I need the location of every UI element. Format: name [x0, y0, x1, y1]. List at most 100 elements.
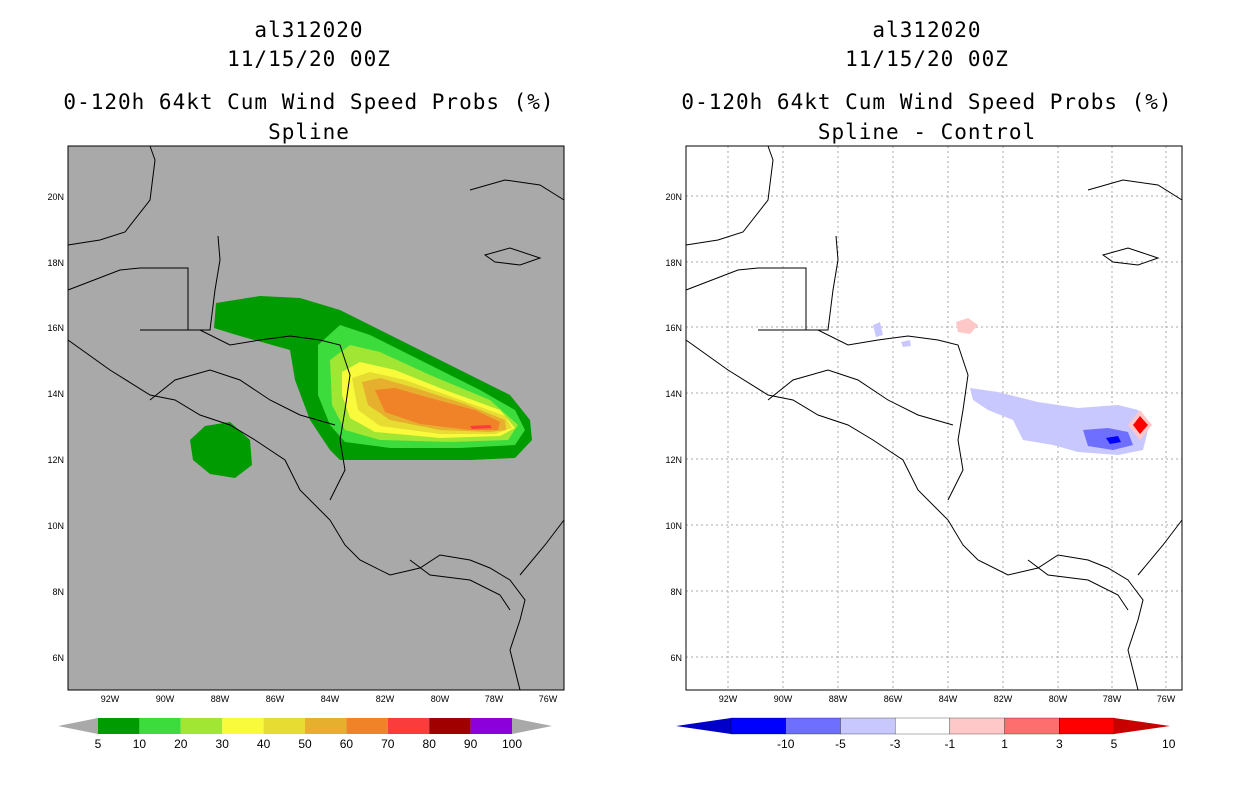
- storm-id: al312020: [254, 18, 364, 42]
- colorbar-segment: [180, 718, 223, 734]
- colorbar-over-arrow: [512, 718, 552, 734]
- lat-label: 8N: [670, 587, 682, 597]
- colorbar-label: 70: [381, 737, 395, 751]
- colorbar-under-arrow: [676, 718, 731, 734]
- right-panel: al312020 11/15/20 00Z 0-120h 64kt Cum Wi…: [618, 0, 1236, 800]
- lon-label: 82W: [994, 694, 1013, 704]
- colorbar-segment: [840, 717, 896, 735]
- diff-pos-1: [956, 318, 978, 334]
- colorbar: [58, 718, 552, 734]
- colorbar-label: 30: [216, 737, 230, 751]
- left-panel: al312020 11/15/20 00Z 0-120h 64kt Cum Wi…: [47, 18, 565, 751]
- method-label: Spline - Control: [817, 120, 1037, 144]
- colorbar-label: -3: [890, 737, 901, 751]
- lat-label: 6N: [52, 653, 64, 663]
- lon-label: 76W: [1157, 694, 1176, 704]
- product-title: 0-120h 64kt Cum Wind Speed Probs (%): [681, 90, 1173, 114]
- colorbar-label: 60: [340, 737, 354, 751]
- lon-label: 78W: [485, 694, 504, 704]
- prob-60: [375, 388, 500, 430]
- colorbar-segment: [470, 718, 512, 734]
- diff-neg-5: [1106, 436, 1121, 444]
- lon-label: 80W: [431, 694, 450, 704]
- colorbar-label: 50: [298, 737, 312, 751]
- lat-label: 12N: [665, 455, 682, 465]
- colorbar-segment: [98, 718, 140, 734]
- colorbar-segment: [429, 718, 471, 734]
- lat-label: 16N: [47, 323, 64, 333]
- colorbar-under-arrow: [58, 718, 98, 734]
- colorbar-labels: 5 10 20 30 40 50 60 70 80 90 100: [95, 737, 523, 751]
- lon-label: 88W: [211, 694, 230, 704]
- colorbar: [676, 717, 1170, 735]
- lat-label: 18N: [47, 258, 64, 268]
- lon-label: 86W: [884, 694, 903, 704]
- colorbar-label: 5: [1111, 737, 1118, 751]
- colorbar-label: -5: [835, 737, 846, 751]
- lon-label: 86W: [266, 694, 285, 704]
- colorbar-label: 40: [257, 737, 271, 751]
- colorbar-segment: [1004, 717, 1060, 735]
- right-map: 20N 18N 16N 14N 12N 10N 8N 6N 92W 90W 88…: [665, 145, 1183, 751]
- prob-5-west: [190, 422, 252, 478]
- lat-label: 6N: [670, 653, 682, 663]
- colorbar-label: 1: [1001, 737, 1008, 751]
- colorbar-segment: [346, 718, 388, 734]
- lat-label: 16N: [665, 323, 682, 333]
- colorbar-segment: [1059, 717, 1115, 735]
- lat-label: 14N: [47, 389, 64, 399]
- lon-label: 78W: [1103, 694, 1122, 704]
- colorbar-segment: [305, 718, 347, 734]
- colorbar-label: 20: [174, 737, 188, 751]
- diff-neg-1c: [901, 340, 911, 347]
- colorbar-segment: [785, 717, 841, 735]
- storm-id: al312020: [872, 18, 982, 42]
- forecast-time: 11/15/20 00Z: [227, 47, 391, 71]
- colorbar-label: 3: [1056, 737, 1063, 751]
- diff-pos-5: [1133, 416, 1148, 434]
- map-frame: [67, 145, 565, 691]
- lon-label: 88W: [829, 694, 848, 704]
- prob-70: [470, 425, 492, 429]
- colorbar-segment: [730, 717, 786, 735]
- lon-label: 84W: [939, 694, 958, 704]
- colorbar-label: -10: [777, 737, 795, 751]
- colorbar-label: 5: [95, 737, 102, 751]
- coastlines: [685, 145, 1183, 691]
- lon-label: 82W: [376, 694, 395, 704]
- colorbar-segment: [263, 718, 305, 734]
- colorbar-label: 10: [133, 737, 147, 751]
- forecast-time: 11/15/20 00Z: [845, 47, 1009, 71]
- lat-label: 14N: [665, 389, 682, 399]
- colorbar-labels: -10 -5 -3 -1 1 3 5 10: [777, 737, 1176, 751]
- product-title: 0-120h 64kt Cum Wind Speed Probs (%): [63, 90, 555, 114]
- lon-ticks: 92W 90W 88W 86W 84W 82W 80W 78W 76W: [101, 694, 558, 704]
- lon-label: 80W: [1049, 694, 1068, 704]
- lat-ticks: 20N 18N 16N 14N 12N 10N 8N 6N: [665, 192, 682, 663]
- colorbar-label: 100: [502, 737, 522, 751]
- lon-label: 90W: [156, 694, 175, 704]
- lat-label: 10N: [47, 521, 64, 531]
- lat-label: 18N: [665, 258, 682, 268]
- lat-label: 12N: [47, 455, 64, 465]
- lon-label: 76W: [539, 694, 558, 704]
- method-label: Spline: [268, 120, 350, 144]
- colorbar-segment: [387, 718, 430, 734]
- colorbar-label: -1: [945, 737, 956, 751]
- difference-contours: [873, 318, 1152, 455]
- lon-ticks: 92W 90W 88W 86W 84W 82W 80W 78W 76W: [719, 694, 1176, 704]
- lon-label: 90W: [774, 694, 793, 704]
- colorbar-label: 10: [1162, 737, 1176, 751]
- colorbar-label: 90: [464, 737, 478, 751]
- lon-label: 92W: [719, 694, 738, 704]
- lat-label: 20N: [47, 192, 64, 202]
- colorbar-segment: [139, 718, 181, 734]
- colorbar-label: 80: [423, 737, 437, 751]
- map-frame: [685, 145, 1183, 691]
- lat-label: 8N: [52, 587, 64, 597]
- probability-contours: [190, 296, 532, 478]
- lat-ticks: 20N 18N 16N 14N 12N 10N 8N 6N: [47, 192, 64, 663]
- colorbar-segment: [949, 717, 1005, 735]
- left-map: 20N 18N 16N 14N 12N 10N 8N 6N 92W 90W 88…: [47, 145, 565, 751]
- lat-label: 10N: [665, 521, 682, 531]
